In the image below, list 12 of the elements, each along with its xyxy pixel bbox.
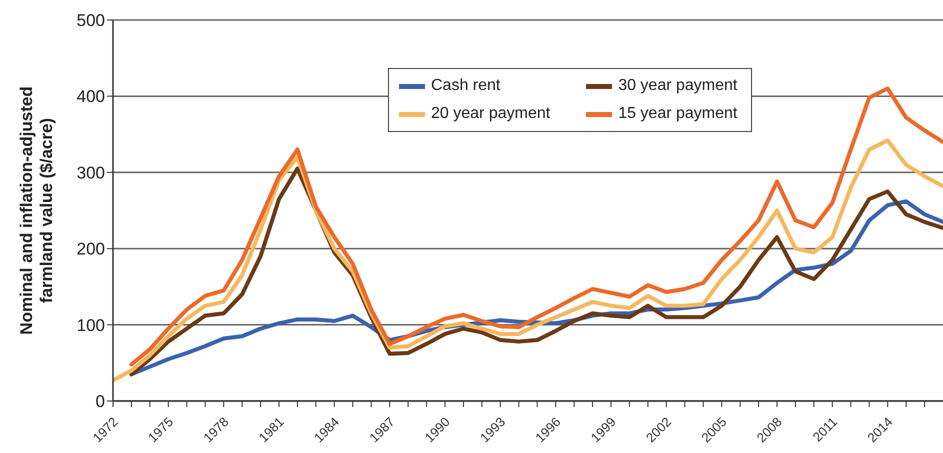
y-tick-label: 100 xyxy=(76,316,105,335)
y-axis-title: Nominal and inflation-adjusted farmland value ($/acre) xyxy=(17,86,56,335)
legend-label: 15 year payment xyxy=(618,105,738,123)
y-tick-label: 200 xyxy=(76,240,105,259)
legend-label: 30 year payment xyxy=(618,77,738,95)
line-series xyxy=(113,138,943,382)
y-tick-label: 300 xyxy=(76,163,105,182)
legend-label: 20 year payment xyxy=(431,105,550,123)
y-tick-label: 400 xyxy=(76,87,105,106)
y-tick-label: 500 xyxy=(76,11,105,30)
legend-label: Cash rent xyxy=(431,77,500,95)
y-tick-label: 0 xyxy=(96,392,105,412)
